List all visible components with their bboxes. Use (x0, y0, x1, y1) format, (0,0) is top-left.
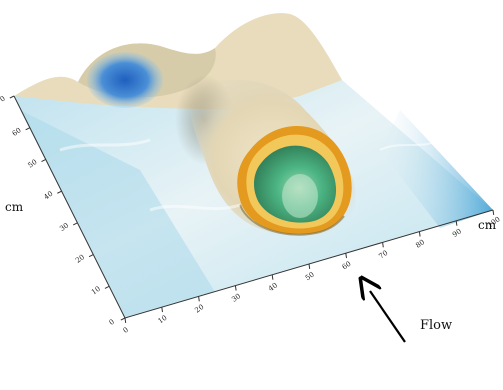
surface-edge-front (20, 110, 215, 318)
right-axis-tick-mark (492, 209, 495, 215)
surface-ripple-1 (59, 138, 151, 152)
right-axis-tick-label: 70 (378, 249, 390, 261)
left-axis-tick-label: 10 (90, 285, 102, 297)
right-axis-title: cm (478, 218, 497, 232)
right-axis-tick-mark (418, 231, 421, 237)
left-axis-tick-mark (104, 285, 110, 289)
left-axis-title: cm (5, 200, 24, 214)
pit-highlight (282, 174, 318, 218)
right-axis-tick-mark (124, 317, 127, 323)
right-axis-tick-mark (308, 263, 311, 269)
right-axis-tick-label: 30 (230, 292, 242, 304)
left-axis-tick-label: 40 (42, 190, 54, 202)
left-axis-tick-mark (57, 190, 62, 194)
left-axis-tick-mark (88, 254, 94, 258)
right-axis-tick-label: 90 (451, 227, 463, 239)
left-axis-tick-label: 20 (74, 253, 86, 265)
left-axis-line (13, 95, 126, 319)
right-axis-tick-mark (455, 220, 458, 226)
left-axis-tick-label: 50 (27, 158, 39, 170)
right-axis-tick-label: 50 (304, 271, 316, 283)
right-axis-tick-mark (345, 253, 347, 259)
left-axis-tick-mark (73, 222, 78, 226)
flow-arrow (370, 291, 406, 343)
left-axis-ticks: 0 10 20 30 40 50 60 70 (0, 95, 126, 327)
right-axis-tick-label: 60 (341, 260, 353, 272)
right-axis-tick-mark (382, 242, 384, 248)
left-axis-tick-label: 30 (58, 221, 70, 233)
right-axis-tick-label: 10 (157, 314, 169, 326)
left-axis-tick-label: 70 (0, 95, 7, 107)
left-axis-tick-label: 60 (11, 126, 23, 138)
left-axis-tick-mark (41, 158, 46, 162)
right-axis-tick-mark (161, 307, 163, 313)
surface-ripple-2 (149, 203, 241, 212)
right-axis-tick-label: 0 (122, 326, 130, 335)
left-axis-tick-mark (120, 317, 126, 321)
right-axis-tick-mark (198, 296, 200, 302)
flow-label: Flow (420, 318, 453, 333)
right-axis-tick-label: 20 (194, 303, 206, 315)
right-axis-tick-mark (234, 285, 237, 291)
right-axis-tick-label: 80 (414, 238, 426, 250)
pit-front-shadow (239, 204, 345, 236)
right-axis-tick-mark (271, 274, 274, 280)
left-axis-tick-mark (9, 95, 15, 99)
blue-depression (87, 52, 163, 108)
right-axis-tick-label: 40 (267, 281, 279, 293)
left-axis-tick-mark (25, 127, 31, 131)
surface-edge-right (380, 110, 493, 228)
surface-ripple-3 (379, 139, 441, 151)
left-axis-tick-label: 0 (108, 318, 116, 327)
